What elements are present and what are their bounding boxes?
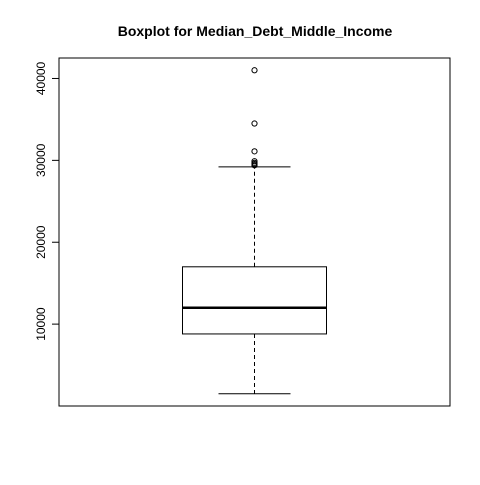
y-tick-label: 40000 xyxy=(34,61,48,95)
chart-title: Boxplot for Median_Debt_Middle_Income xyxy=(118,23,393,39)
y-tick-label: 30000 xyxy=(34,143,48,177)
iqr-box xyxy=(183,267,327,334)
y-tick-label: 20000 xyxy=(34,225,48,259)
y-tick-label: 10000 xyxy=(34,307,48,341)
